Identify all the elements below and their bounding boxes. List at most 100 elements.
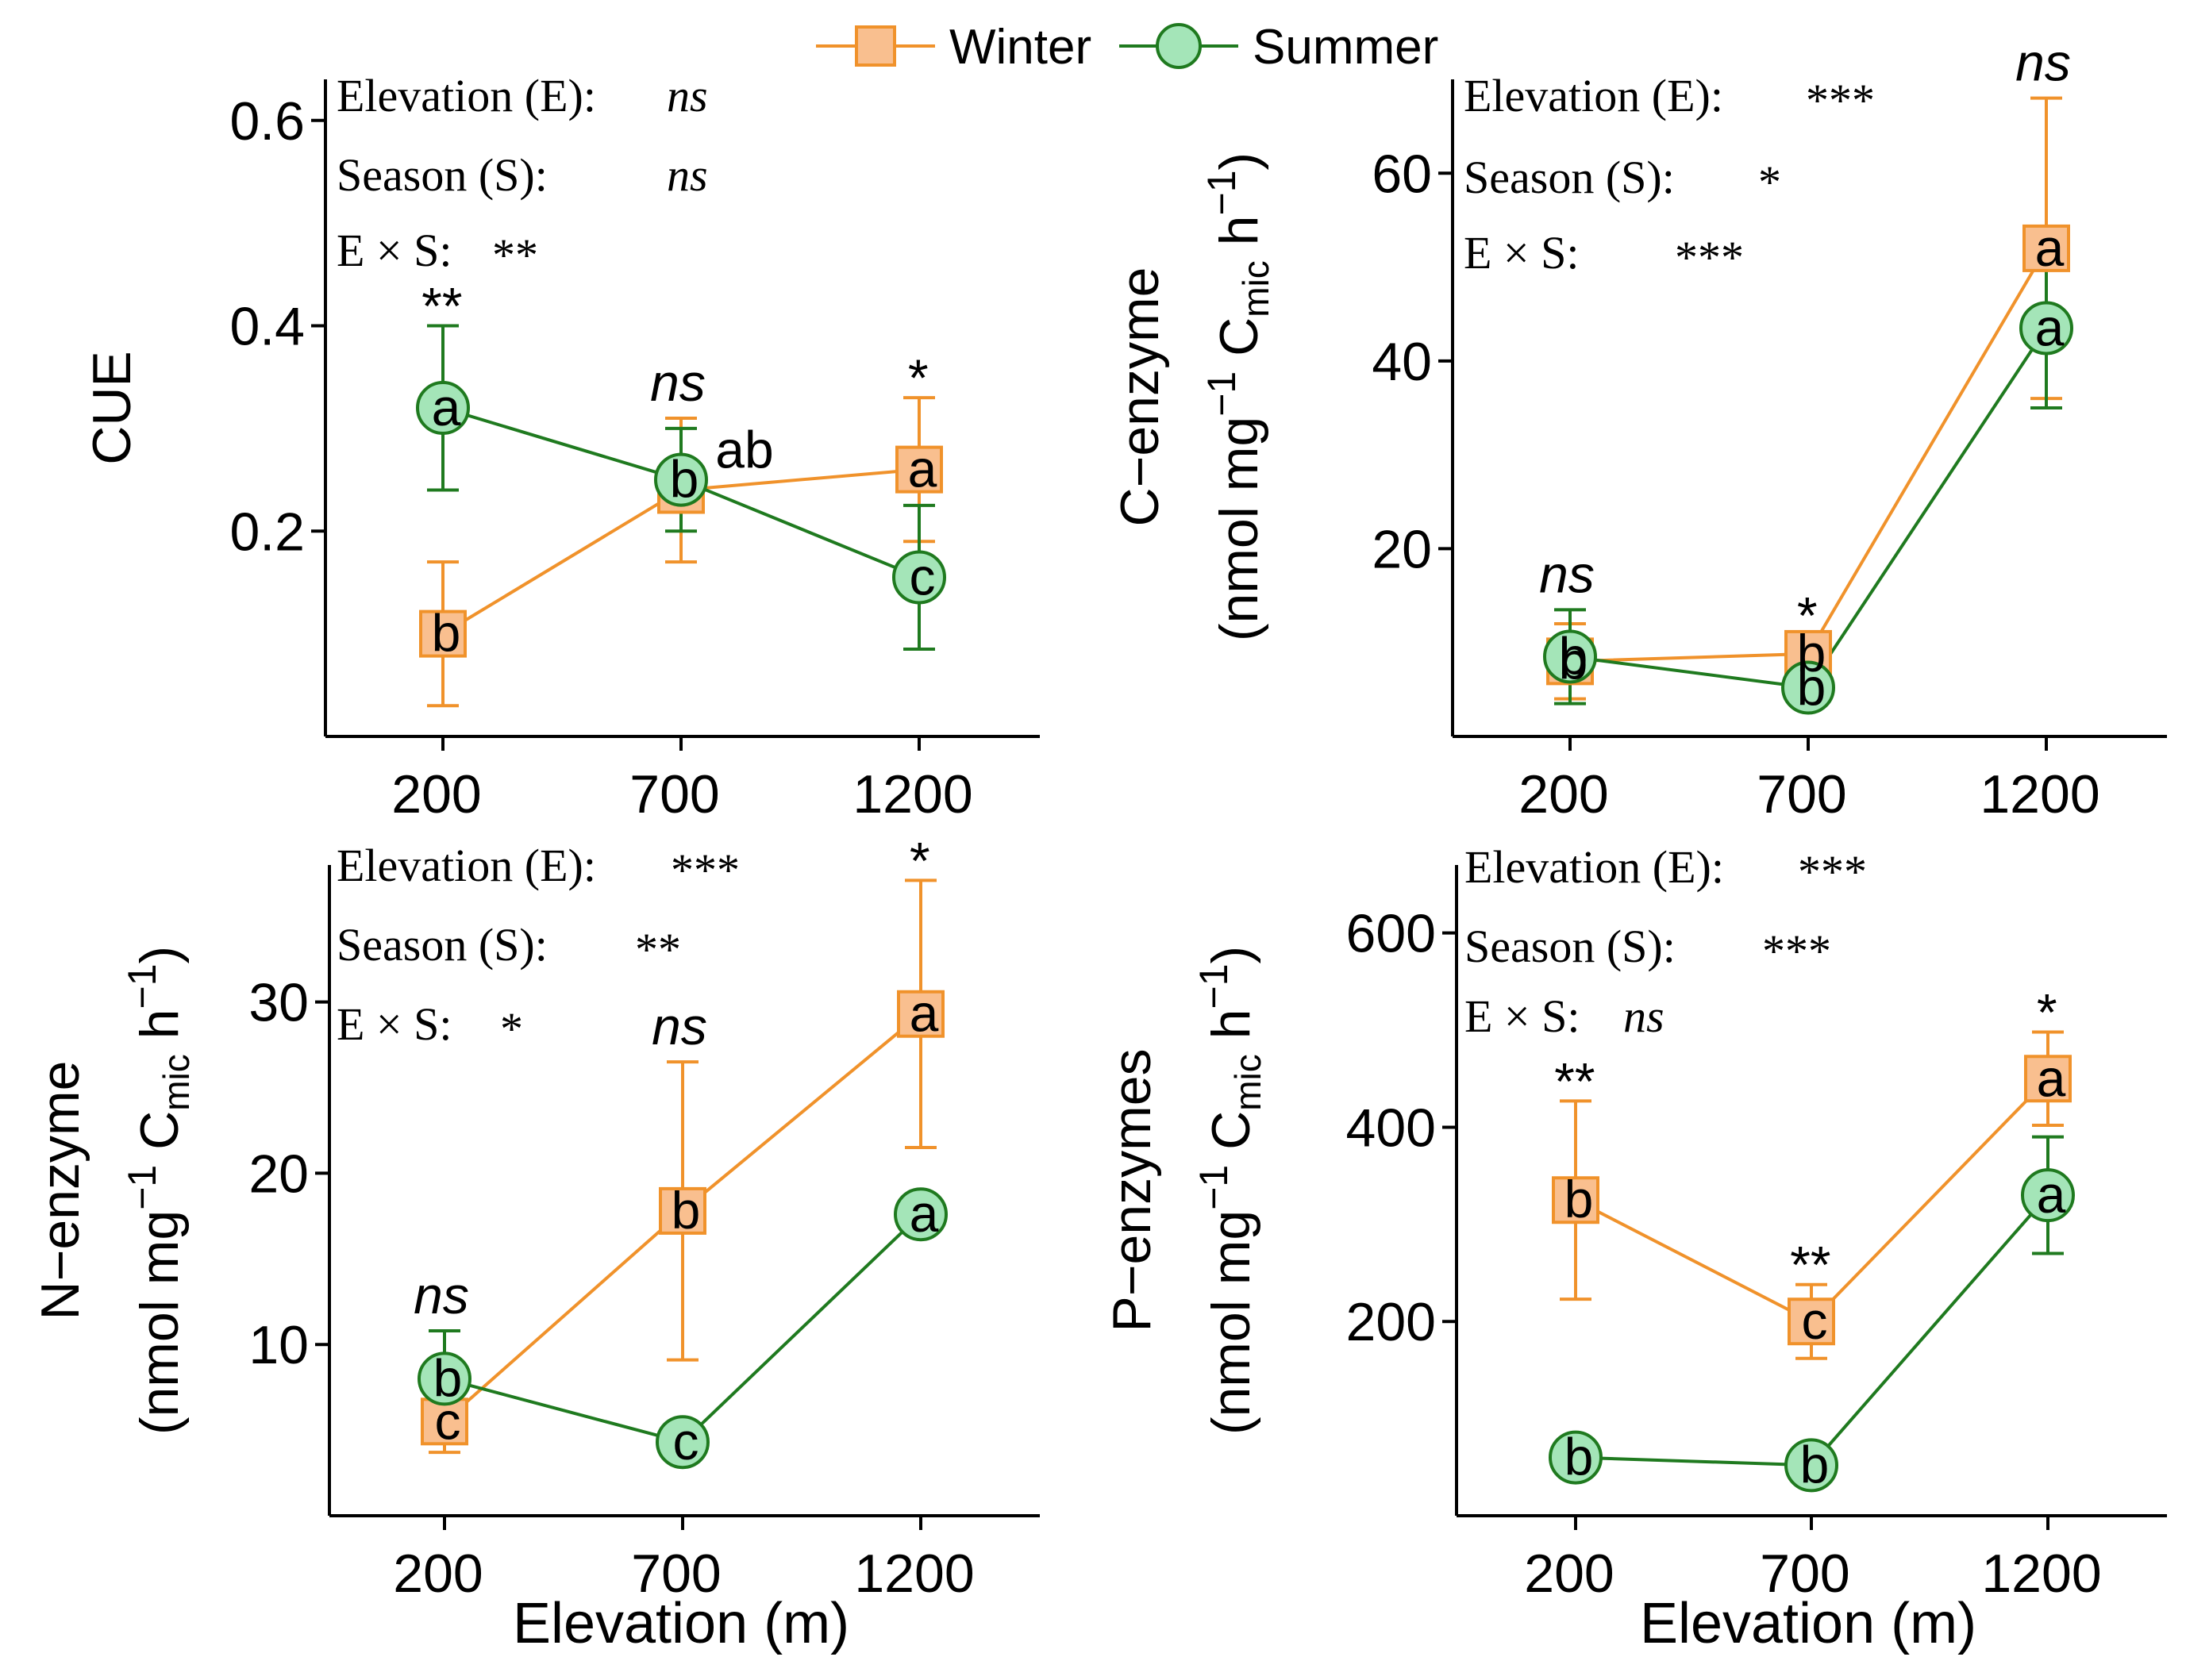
summer-letter: c [910,547,936,605]
winter-letter: a [2037,1048,2066,1107]
summer-letter: a [910,1184,939,1243]
significance-mark: ns [650,353,706,412]
y-tick-label: 10 [248,1315,309,1375]
winter-letter: a [2035,218,2065,277]
summer-letter: b [1564,1428,1594,1486]
y-tick-label: 200 [1346,1292,1436,1352]
panel-c-enzyme: 20 40 60 200 700 1200 C−enzyme (nmol mg−1 Cmic … [1110,33,2167,825]
winter-letter: b [1564,1170,1594,1228]
stat-value: * [1758,156,1781,208]
stat-value: *** [1806,75,1875,126]
y-axis-units: (nmol mg−1 Cmic h−1) [120,946,197,1435]
summer-letter: a [432,378,461,436]
winter-point [659,1186,706,1235]
summer-letter: a [2035,298,2065,356]
summer-letter: b [433,1348,463,1407]
summer-point [894,1187,948,1242]
winter-letter: b [432,604,461,663]
y-tick-label: 400 [1346,1098,1436,1158]
y-tick-label: 0.2 [229,502,305,562]
winter-point [2022,224,2070,272]
x-tick-label: 700 [1757,764,1846,825]
stat-value: ** [492,229,538,281]
legend-summer-label: Summer [1253,20,1438,75]
winter-letter: a [910,984,939,1043]
y-axis-title: N−enzyme [30,1061,90,1321]
x-tick-label: 700 [629,764,719,825]
summer-letter: c [673,1412,699,1470]
stat-value: *** [671,844,740,896]
y-tick-label: 20 [1372,519,1432,579]
y-axis-title: P−enzymes [1102,1048,1162,1332]
significance-mark: * [1795,586,1817,644]
significance-mark: ns [652,997,707,1055]
summer-letter: b [1800,1435,1830,1494]
significance-mark: ns [414,1266,469,1324]
significance-mark: ns [2015,33,2071,92]
significance-mark: ns [1539,544,1595,603]
stat-label: Elevation (E): [337,70,596,121]
y-tick-label: 600 [1346,904,1436,964]
stat-value: ** [635,924,681,975]
x-tick-label: 1200 [1981,1544,2101,1604]
legend-summer-marker [1156,23,1202,69]
x-tick-label: 1200 [854,1544,974,1604]
legend: Winter Summer [816,20,1438,75]
winter-point [895,445,943,494]
winter-letter: a [908,440,937,498]
y-axis-units: (nmol mg−1 Cmic h−1) [1191,946,1268,1435]
stat-value: *** [1675,232,1744,283]
stat-value: *** [1798,846,1867,898]
stat-label: Elevation (E): [1464,70,1723,121]
summer-point [656,1415,710,1470]
stat-label: Season (S): [1464,152,1675,203]
stat-value: * [500,1003,523,1055]
summer-point [418,1351,471,1406]
stat-label: E × S: [337,998,452,1050]
x-tick-label: 700 [1760,1544,1849,1604]
summer-letter: b [1797,657,1826,716]
legend-winter-marker [855,25,896,67]
summer-letter: b [1559,626,1588,685]
stat-label: Elevation (E): [1464,841,1724,893]
stat-label: E × S: [1464,227,1580,279]
significance-mark: * [906,348,928,407]
y-tick-label: 0.4 [229,297,305,357]
winter-point [1552,1176,1599,1224]
winter-letter: b [1797,624,1826,682]
panel-p-enzymes: 200 400 600 200 700 1200 P−enzymes (nmol mg−1 C… [1102,841,2167,1604]
x-tick-label: 200 [1518,764,1608,825]
x-tick-label: 1200 [1980,764,2099,825]
stat-label: Season (S): [337,149,548,201]
winter-letter: c [435,1391,461,1450]
stat-value: ns [667,70,708,121]
x-tick-label: 200 [393,1544,483,1604]
x-tick-label: 200 [1524,1544,1614,1604]
summer-point [1781,660,1835,715]
y-tick-label: 20 [248,1144,309,1204]
y-tick-label: 40 [1372,332,1432,392]
y-tick-label: 60 [1372,144,1432,204]
summer-point [1784,1438,1838,1493]
winter-point [419,609,467,658]
stat-value: ns [1623,990,1665,1042]
significance-mark: ** [1552,1051,1595,1110]
significance-mark: * [907,831,929,890]
summer-letter: a [2037,1165,2066,1224]
winter-letter-offset: ab [715,421,773,479]
x-tick-label: 700 [631,1544,721,1604]
stat-label: E × S: [1464,990,1580,1042]
stat-value: ns [667,149,708,201]
winter-letter: b [1559,631,1588,690]
y-axis-title: C−enzyme [1110,267,1170,527]
y-axis-title: CUE [82,351,142,465]
stat-label: Season (S): [1464,921,1676,972]
stat-label: Season (S): [337,919,548,971]
summer-point [416,381,470,435]
summer-point [892,550,946,605]
significance-mark: * [2034,983,2057,1042]
x-tick-label: 1200 [852,764,972,825]
significance-mark: ** [1788,1236,1830,1294]
significance-mark: ** [419,277,462,336]
